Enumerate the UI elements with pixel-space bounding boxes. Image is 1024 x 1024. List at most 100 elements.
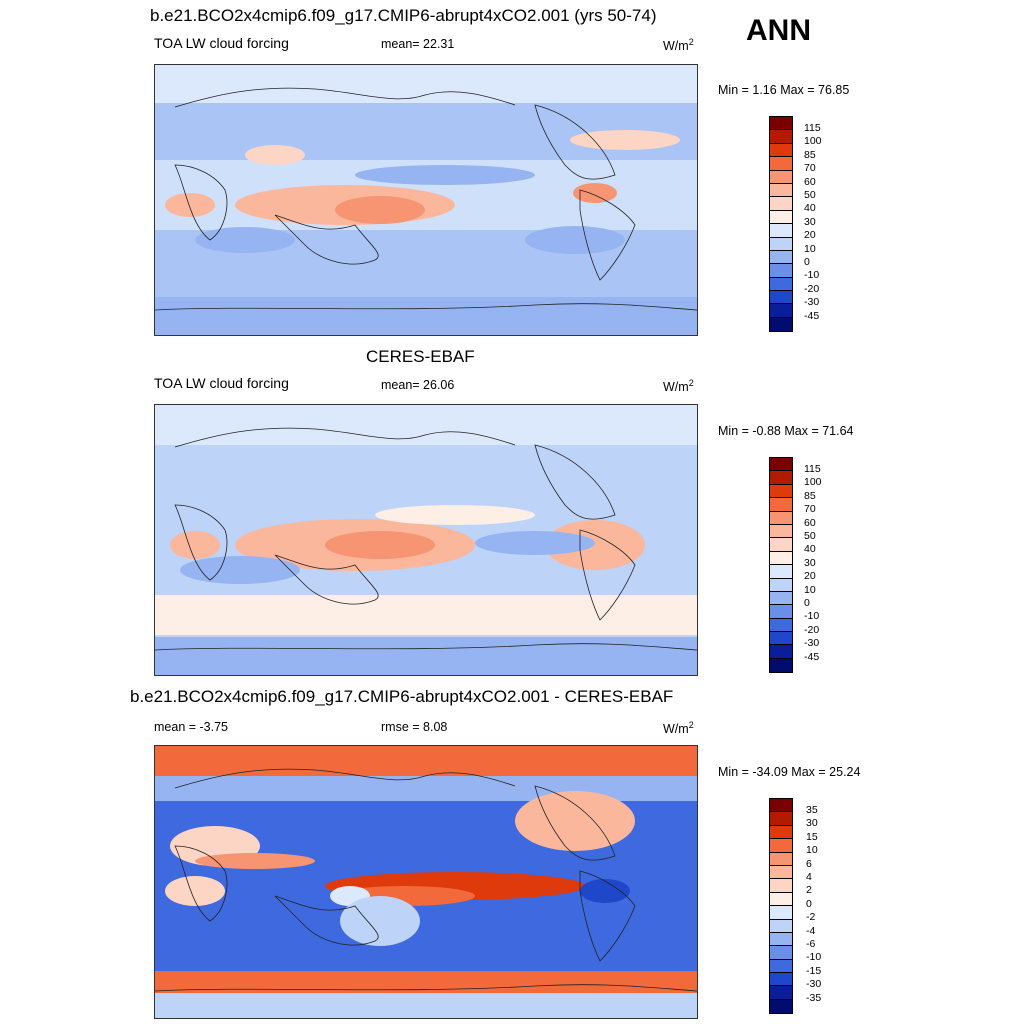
panel2-variable: TOA LW cloud forcing xyxy=(154,375,289,391)
panel3-unit: W/m2 xyxy=(663,720,694,737)
colorbar-tick-label: 10 xyxy=(806,844,818,857)
colorbar-cell xyxy=(770,237,792,251)
colorbar-cell xyxy=(770,946,792,960)
colorbar-tick-label: -20 xyxy=(804,623,820,636)
colorbar-cell xyxy=(770,825,792,840)
colorbar-cell xyxy=(770,605,792,619)
panel2-unit: W/m2 xyxy=(663,378,694,395)
colorbar-cell xyxy=(770,264,792,278)
colorbar-tick-label: 85 xyxy=(804,148,816,161)
colorbar-tick-label: 60 xyxy=(804,516,816,529)
panel2-title: CERES-EBAF xyxy=(366,347,475,366)
colorbar-cell xyxy=(770,839,792,853)
colorbar-cell xyxy=(770,458,792,472)
colorbar-tick-label: 20 xyxy=(804,570,816,583)
colorbar-cell xyxy=(770,973,792,987)
colorbar-tick-label: 4 xyxy=(806,871,812,884)
colorbar-tick-label: 40 xyxy=(804,202,816,215)
colorbar-tick-label: 50 xyxy=(804,189,816,202)
colorbar-cell xyxy=(770,317,792,332)
colorbar-cell xyxy=(770,591,792,606)
colorbar-cell xyxy=(770,932,792,947)
colorbar-cell xyxy=(770,658,792,673)
colorbar-tick-label: 100 xyxy=(804,135,822,148)
panel3-colorbar-labels: 35 30 15 10 6 4 2 0 -2 -4 -6 -10 -15 -30 -35 xyxy=(806,804,821,1005)
colorbar-cell xyxy=(770,565,792,579)
colorbar-cell xyxy=(770,197,792,211)
colorbar-tick-label: 115 xyxy=(804,463,821,475)
colorbar-tick-label: 100 xyxy=(804,476,822,489)
colorbar-cell xyxy=(770,799,792,813)
colorbar-tick-label: -10 xyxy=(806,951,822,964)
colorbar-cell xyxy=(770,618,792,633)
colorbar-tick-label: -30 xyxy=(806,978,822,991)
colorbar-cell xyxy=(770,224,792,238)
colorbar-cell xyxy=(770,304,792,318)
colorbar-cell xyxy=(770,170,792,184)
panel1-variable: TOA LW cloud forcing xyxy=(154,35,289,51)
panel1-mean: mean= 22.31 xyxy=(381,37,455,51)
colorbar-cell xyxy=(770,632,792,646)
colorbar-tick-label: 2 xyxy=(806,884,812,897)
colorbar-tick-label: 0 xyxy=(806,897,812,910)
colorbar-tick-label: -45 xyxy=(804,650,820,663)
colorbar-cell xyxy=(770,511,792,525)
colorbar-tick-label: 10 xyxy=(804,242,816,255)
panel1-range: Min = 1.16 Max = 76.85 xyxy=(718,83,850,97)
panel3-rmse: rmse = 8.08 xyxy=(381,720,448,734)
colorbar-cell xyxy=(770,999,792,1014)
panel3-range: Min = -34.09 Max = 25.24 xyxy=(718,765,861,779)
panel1-unit: W/m2 xyxy=(663,37,694,54)
colorbar-tick-label: -45 xyxy=(804,309,820,322)
panel1-map xyxy=(154,64,698,336)
colorbar-cell xyxy=(770,959,792,974)
colorbar-tick-label: 50 xyxy=(804,530,816,543)
panel3-map xyxy=(154,745,698,1019)
colorbar-cell xyxy=(770,986,792,1000)
colorbar-cell xyxy=(770,117,792,131)
colorbar-tick-label: -10 xyxy=(804,610,820,623)
colorbar-tick-label: 85 xyxy=(804,489,816,502)
panel2-range: Min = -0.88 Max = 71.64 xyxy=(718,424,854,438)
colorbar-cell xyxy=(770,865,792,880)
colorbar-tick-label: 0 xyxy=(804,256,810,269)
colorbar-tick-label: -10 xyxy=(804,269,820,282)
colorbar-cell xyxy=(770,183,792,198)
colorbar-cell xyxy=(770,852,792,866)
colorbar-cell xyxy=(770,892,792,907)
panel2-colorbar-labels: 115 100 85 70 60 50 40 30 20 10 0 -10 -20 -30 -45 xyxy=(804,463,822,664)
colorbar-tick-label: 70 xyxy=(804,162,816,175)
colorbar-cell xyxy=(770,291,792,305)
colorbar-tick-label: 40 xyxy=(804,543,816,556)
colorbar-tick-label: 20 xyxy=(804,229,816,242)
colorbar-tick-label: 15 xyxy=(806,830,818,843)
panel3-title: b.e21.BCO2x4cmip6.f09_g17.CMIP6-abrupt4x… xyxy=(130,687,674,706)
season-label: ANN xyxy=(746,14,811,47)
panel2-map xyxy=(154,404,698,676)
colorbar-tick-label: 30 xyxy=(804,556,816,569)
colorbar-tick-label: -2 xyxy=(806,911,816,924)
colorbar-tick-label: -30 xyxy=(804,637,820,650)
colorbar-cell xyxy=(770,645,792,659)
colorbar-cell xyxy=(770,524,792,539)
colorbar-tick-label: 30 xyxy=(804,215,816,228)
colorbar-cell xyxy=(770,143,792,158)
colorbar-cell xyxy=(770,250,792,265)
colorbar-tick-label: -35 xyxy=(806,991,822,1004)
colorbar-cell xyxy=(770,551,792,566)
panel1-colorbar xyxy=(769,116,793,333)
colorbar-cell xyxy=(770,157,792,171)
colorbar-tick-label: -6 xyxy=(806,938,816,951)
colorbar-cell xyxy=(770,578,792,592)
colorbar-tick-label: 6 xyxy=(806,857,812,870)
colorbar-cell xyxy=(770,210,792,225)
colorbar-tick-label: 60 xyxy=(804,175,816,188)
colorbar-tick-label: -30 xyxy=(804,296,820,309)
panel1-colorbar-labels: 115 100 85 70 60 50 40 30 20 10 0 -10 -20 -30 -45 xyxy=(804,122,822,323)
colorbar-tick-label: 35 xyxy=(806,804,818,816)
colorbar-tick-label: 10 xyxy=(804,583,816,596)
colorbar-cell xyxy=(770,471,792,485)
panel2-mean: mean= 26.06 xyxy=(381,378,455,392)
panel2-colorbar xyxy=(769,457,793,674)
colorbar-cell xyxy=(770,277,792,292)
